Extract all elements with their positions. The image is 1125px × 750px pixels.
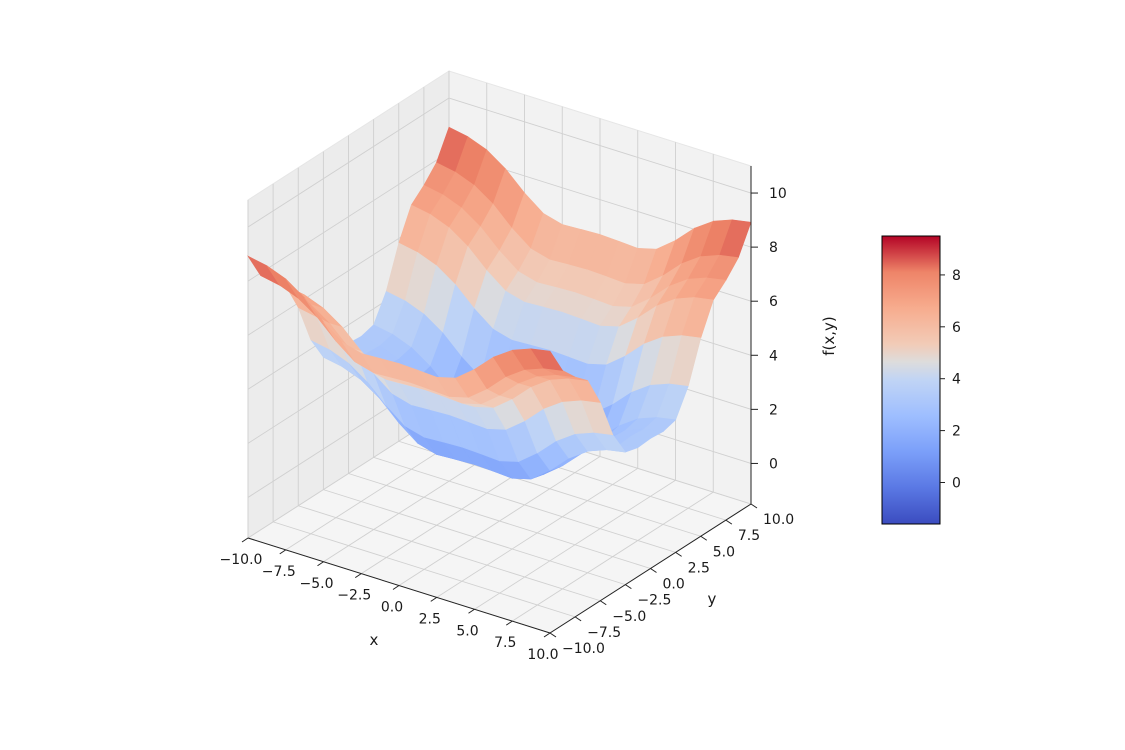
tick-mark bbox=[468, 608, 475, 614]
gridline bbox=[448, 97, 752, 194]
z-tick-label: 4 bbox=[769, 348, 778, 364]
gridline bbox=[247, 151, 450, 282]
surface-facet bbox=[530, 348, 564, 371]
colorbar-tick-label: 8 bbox=[952, 268, 961, 284]
tick-mark bbox=[317, 561, 324, 567]
x-tick-label: −7.5 bbox=[262, 564, 296, 580]
x-tick-label: −5.0 bbox=[300, 576, 334, 592]
tick-mark bbox=[750, 503, 758, 509]
tick-mark bbox=[430, 596, 438, 602]
y-tick-label: 5.0 bbox=[713, 544, 735, 560]
tick-mark bbox=[392, 585, 400, 590]
tick-mark bbox=[241, 537, 249, 543]
tick-mark bbox=[279, 549, 287, 555]
z-tick-label: 10 bbox=[769, 186, 787, 202]
gridline bbox=[323, 489, 626, 586]
y-tick-label: −10.0 bbox=[562, 641, 605, 657]
colorbar-tick-label: 6 bbox=[952, 320, 961, 336]
x-tick-label: 10.0 bbox=[527, 647, 558, 663]
x-tick-label: −2.5 bbox=[337, 588, 371, 604]
axis-ticks: −10.0−7.5−5.0−2.50.02.55.07.510.0 −10.0−7… bbox=[220, 186, 795, 663]
z-tick-label: 8 bbox=[769, 240, 778, 256]
z-tick-label: 0 bbox=[769, 456, 778, 472]
tick-mark bbox=[675, 551, 682, 557]
gridline bbox=[348, 473, 651, 569]
tick-mark bbox=[625, 584, 632, 590]
gridline bbox=[272, 521, 576, 618]
y-tick-label: 0.0 bbox=[663, 577, 685, 593]
tick-mark bbox=[599, 600, 607, 606]
z-tick-label: 6 bbox=[769, 294, 778, 310]
x-tick-label: 0.0 bbox=[381, 600, 403, 616]
y-tick-label: 7.5 bbox=[738, 528, 760, 544]
tick-mark bbox=[549, 632, 557, 638]
x-tick-label: −10.0 bbox=[220, 552, 263, 568]
tick-mark bbox=[650, 568, 657, 573]
z-axis-label: f(x,y) bbox=[820, 316, 838, 356]
y-tick-label: −5.0 bbox=[612, 609, 646, 625]
x-axis-label: x bbox=[370, 631, 379, 649]
tick-mark bbox=[354, 573, 362, 579]
tick-mark bbox=[725, 519, 733, 525]
colorbar-ticks: 0 2 4 6 8 bbox=[940, 268, 961, 491]
surface bbox=[247, 126, 752, 480]
x-tick-label: 2.5 bbox=[419, 611, 441, 627]
gridline bbox=[247, 97, 450, 228]
gridline bbox=[298, 505, 601, 602]
gridline bbox=[373, 456, 676, 553]
x-tick-label: 7.5 bbox=[494, 635, 516, 651]
y-tick-label: 10.0 bbox=[763, 512, 794, 528]
colorbar-gradient bbox=[881, 235, 941, 525]
y-tick-label: −2.5 bbox=[637, 593, 671, 609]
y-tick-label: 2.5 bbox=[688, 560, 710, 576]
colorbar: 0 2 4 6 8 bbox=[881, 235, 961, 525]
y-tick-label: −7.5 bbox=[587, 625, 621, 641]
colorbar-tick-label: 2 bbox=[952, 424, 961, 440]
tick-mark bbox=[505, 620, 513, 626]
z-tick-label: 2 bbox=[769, 402, 778, 418]
tick-mark bbox=[574, 616, 582, 622]
colorbar-tick-label: 4 bbox=[952, 372, 961, 388]
tick-mark bbox=[543, 632, 551, 638]
colorbar-tick-label: 0 bbox=[952, 475, 961, 491]
x-tick-label: 5.0 bbox=[456, 623, 478, 639]
y-axis-label: y bbox=[708, 590, 717, 608]
tick-mark bbox=[700, 535, 708, 541]
